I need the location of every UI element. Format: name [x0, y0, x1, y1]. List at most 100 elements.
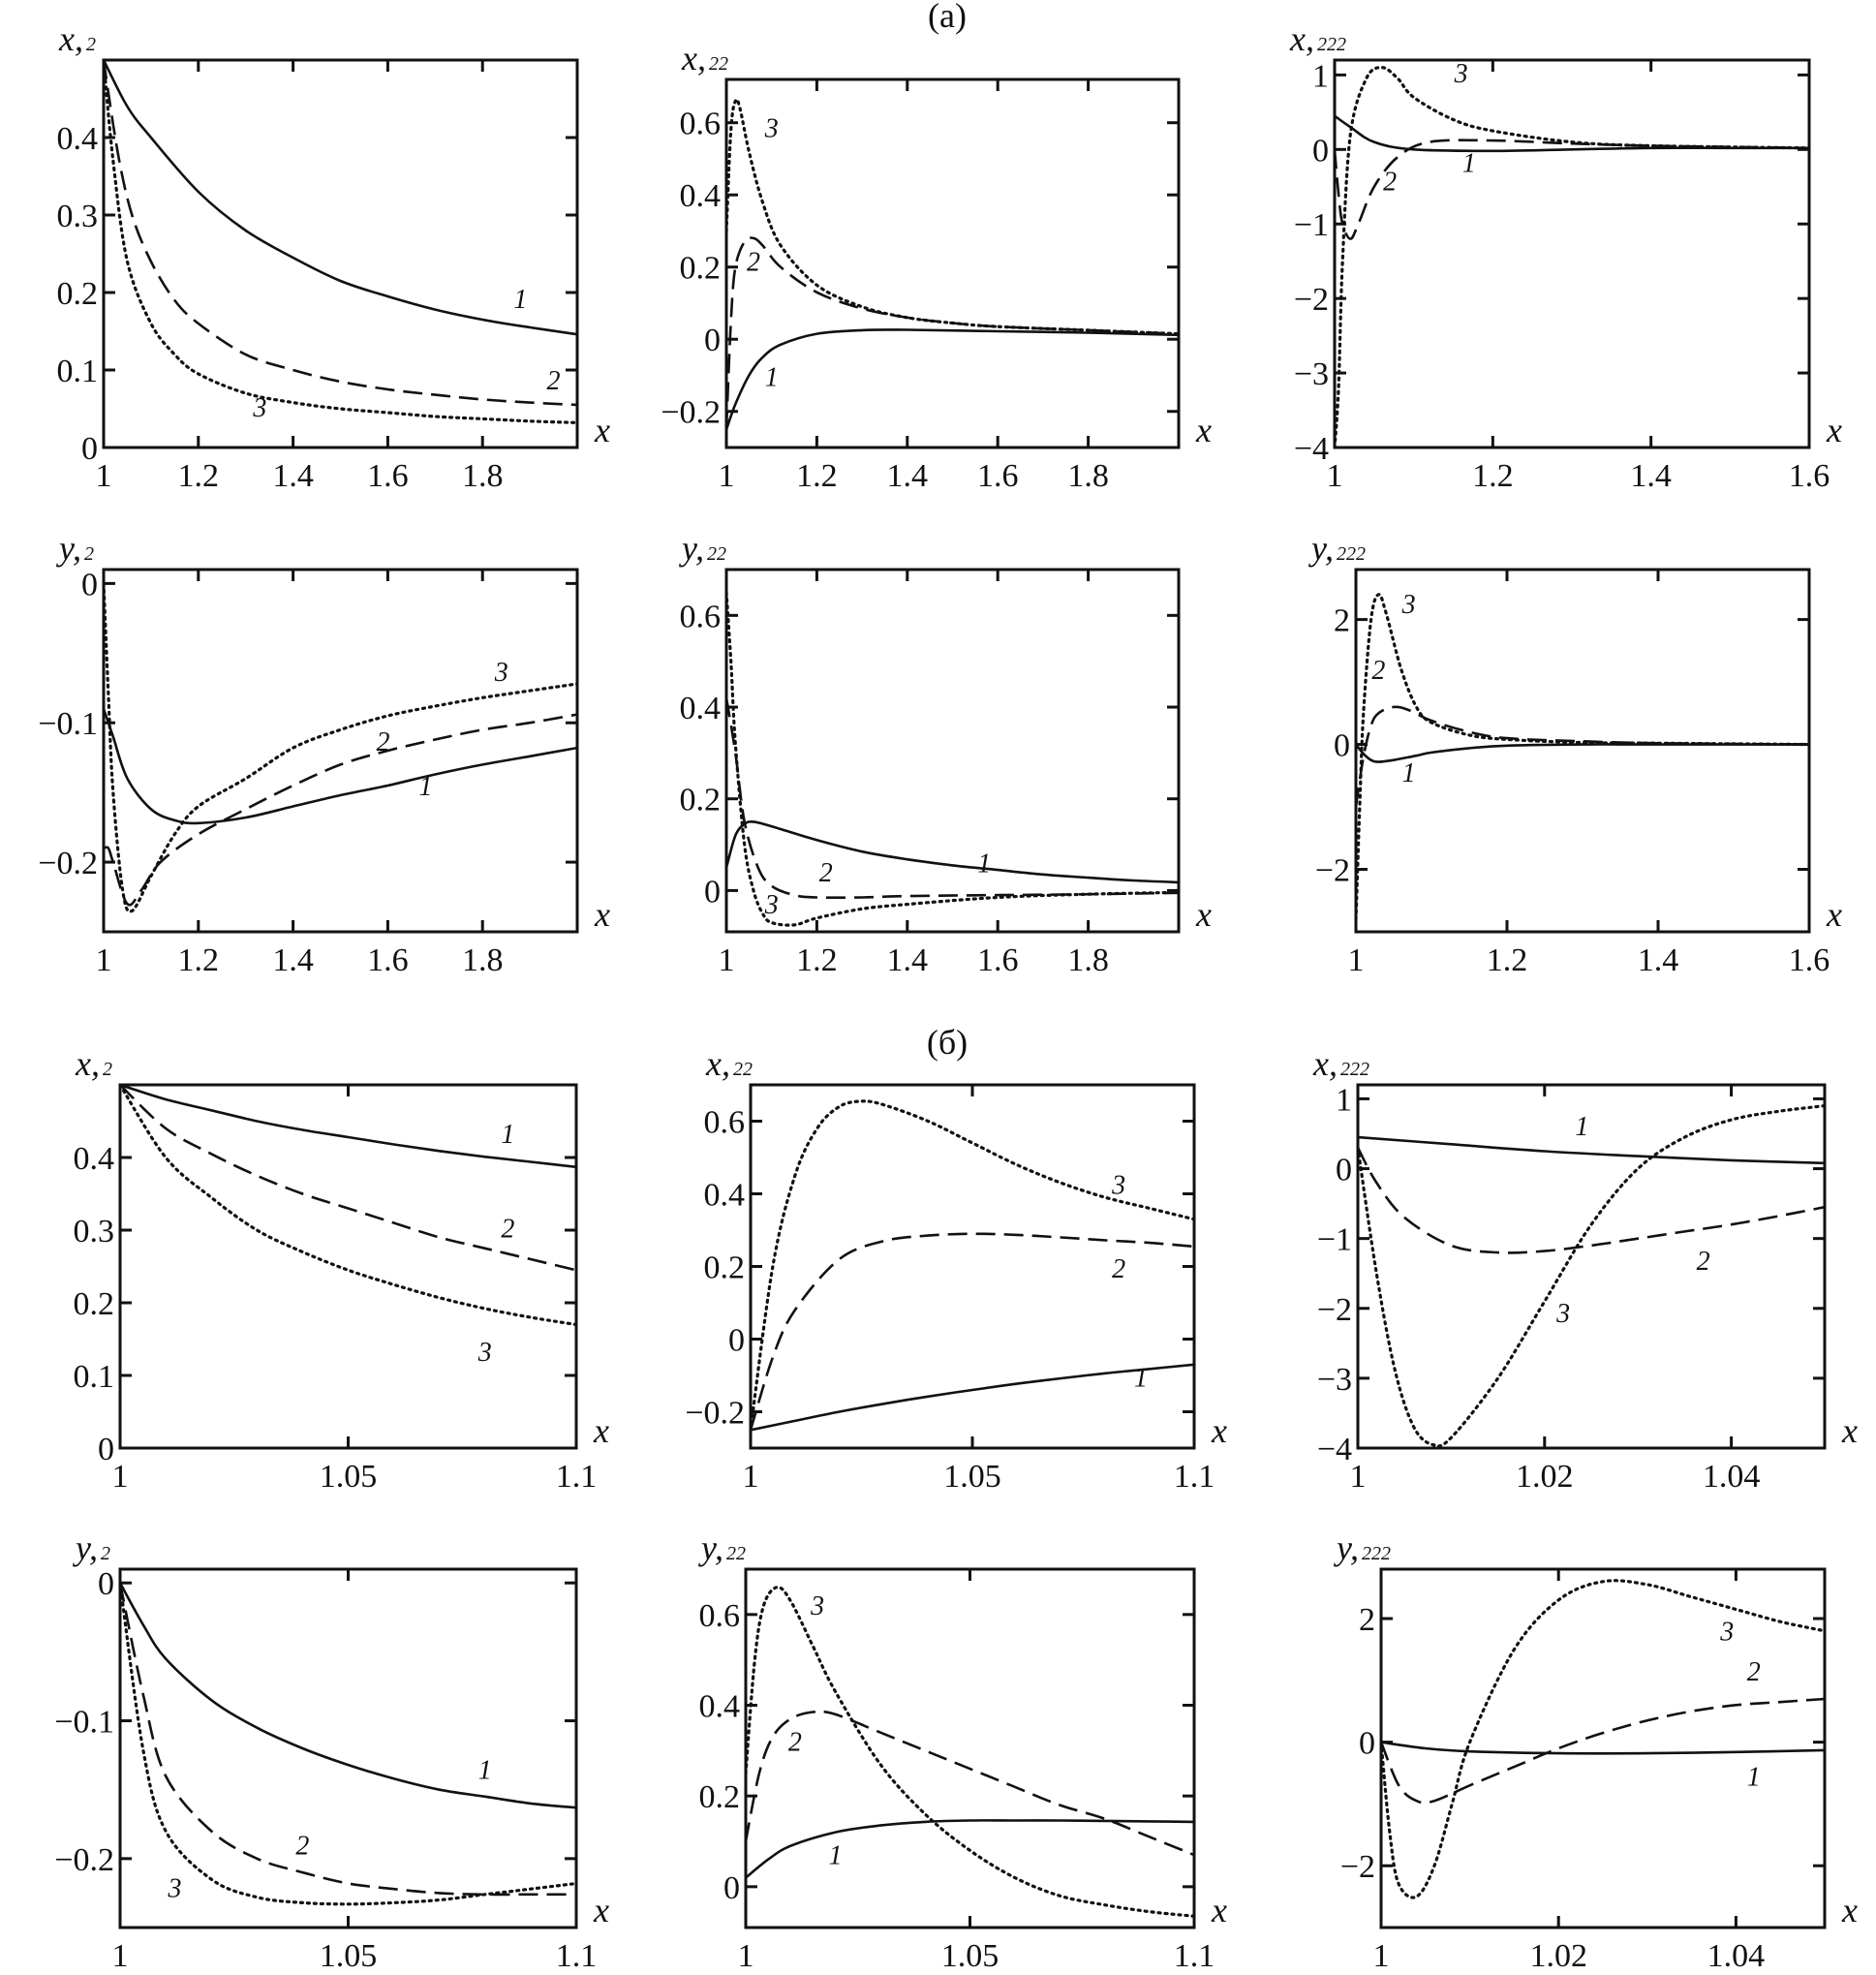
- x-tick-label: 1.2: [1472, 458, 1514, 494]
- x-axis-label: x: [593, 1891, 609, 1929]
- series-3-line: [726, 98, 1179, 336]
- series-1-line: [746, 1819, 1194, 1879]
- series-1-line: [751, 1363, 1194, 1432]
- y-axis-label: y, 222: [1308, 529, 1366, 568]
- plot-frame: [102, 568, 579, 934]
- y-tick-label: 0.4: [74, 1141, 115, 1177]
- x-tick-label: 1.1: [556, 1459, 598, 1495]
- x-tick-label: 1: [743, 1459, 759, 1495]
- y-tick-label: 0: [81, 431, 98, 467]
- y-tick-label: 0: [704, 323, 721, 358]
- series-1-line: [1358, 1135, 1825, 1165]
- series-1-line: [104, 60, 577, 336]
- curve-label-1: 1: [1747, 1762, 1761, 1792]
- x-axis-label: x: [1841, 1891, 1858, 1929]
- series-1-line: [1356, 743, 1809, 763]
- y-tick-label: −0.2: [661, 395, 721, 431]
- panel-b-y22: 1 1.05 1.1 0 0.2 0.4 0.6 y, 22 x 1 2 3: [698, 1528, 1227, 1974]
- y-tick-label: 0.3: [74, 1214, 115, 1250]
- x-axis-label: x: [1195, 411, 1212, 449]
- curve-label-1: 1: [501, 1120, 514, 1150]
- y-tick-label: 1: [1312, 58, 1329, 94]
- y-tick-label: 0.4: [699, 1689, 741, 1725]
- x-tick-label: 1.2: [796, 942, 838, 978]
- curve-label-2: 2: [747, 247, 760, 277]
- series-3-line: [726, 591, 1179, 927]
- curve-label-2: 2: [819, 858, 833, 888]
- x-tick-label: 1: [1348, 942, 1365, 978]
- curve-label-3: 3: [477, 1338, 492, 1368]
- y-tick-label: 0.3: [57, 199, 99, 234]
- y-tick-label: 0.6: [699, 1598, 741, 1634]
- x-tick-label: 1.6: [977, 458, 1019, 494]
- curve-label-2: 2: [501, 1215, 514, 1245]
- y-tick-label: 0: [81, 567, 98, 602]
- curve-label-2: 2: [1697, 1247, 1710, 1277]
- series-2-line: [1335, 139, 1809, 240]
- y-tick-label: −0.2: [54, 1842, 114, 1878]
- series-3-line: [104, 60, 577, 424]
- series-3-line: [1381, 1579, 1825, 1899]
- plot-frame: [118, 1567, 578, 1929]
- y-tick-label: 0.2: [699, 1779, 741, 1815]
- y-tick-label: 0.1: [74, 1359, 115, 1395]
- y-tick-label: −2: [1315, 853, 1350, 889]
- x-tick-label: 1.4: [272, 458, 314, 494]
- y-tick-label: 0: [723, 1870, 740, 1906]
- x-tick-label: 1.8: [462, 458, 504, 494]
- x-tick-label: 1.4: [272, 942, 314, 978]
- x-tick-label: 1: [1327, 458, 1343, 494]
- x-axis-label: x: [1211, 1411, 1227, 1450]
- x-tick-label: 1.6: [1789, 942, 1830, 978]
- x-tick-label: 1.04: [1707, 1938, 1766, 1974]
- curve-label-2: 2: [295, 1832, 309, 1862]
- x-tick-label: 1.1: [1174, 1938, 1215, 1974]
- x-tick-label: 1.2: [1487, 942, 1528, 978]
- x-tick-label: 1.2: [178, 458, 220, 494]
- y-axis-label: y, 2: [56, 529, 94, 568]
- y-tick-label: −3: [1294, 356, 1329, 392]
- x-tick-label: 1.04: [1703, 1459, 1761, 1495]
- y-tick-label: 2: [1359, 1602, 1375, 1638]
- x-axis-label: x: [594, 411, 610, 449]
- x-axis-label: x: [1826, 895, 1842, 934]
- series-2-line: [1381, 1697, 1825, 1805]
- y-axis-label: x, 2: [75, 1044, 112, 1083]
- curve-label-1: 1: [419, 772, 433, 802]
- panel-b-y2: 1 1.05 1.1 −0.2 −0.1 0y, 2 x 1 2 3: [54, 1528, 609, 1974]
- y-tick-label: −2: [1317, 1292, 1352, 1328]
- x-axis-label: x: [1195, 895, 1212, 934]
- y-tick-label: 0.2: [57, 276, 99, 312]
- y-tick-label: −2: [1340, 1849, 1375, 1885]
- curve-label-2: 2: [1383, 168, 1397, 198]
- series-2-line: [120, 1582, 576, 1897]
- series-2-line: [726, 697, 1179, 900]
- x-tick-label: 1.8: [462, 942, 504, 978]
- series-1-line: [726, 328, 1179, 430]
- panel-a-x2: 1 1.2 1.4 1.6 1.8 0 0.1 0.2 0.3 0.4 x, 2 x 1 2 3: [57, 19, 611, 494]
- series-1-line: [726, 819, 1179, 884]
- y-tick-label: 0.2: [680, 251, 722, 287]
- x-tick-label: 1.05: [941, 1938, 1000, 1974]
- curve-label-3: 3: [494, 658, 508, 688]
- curve-label-3: 3: [764, 114, 779, 144]
- x-tick-label: 1.2: [178, 942, 220, 978]
- x-axis-label: x: [1826, 411, 1842, 449]
- y-axis-label: x, 222: [1289, 19, 1346, 58]
- series-1-line: [1335, 114, 1809, 153]
- figure-label-a: (a): [928, 0, 967, 35]
- y-axis-label: y, 22: [679, 529, 726, 568]
- y-tick-label: 2: [1334, 603, 1350, 639]
- y-tick-label: −0.2: [38, 846, 98, 881]
- y-tick-label: 0.2: [680, 783, 722, 818]
- curve-label-1: 1: [478, 1755, 492, 1785]
- plot-frame: [1356, 1083, 1827, 1450]
- plot-frame: [749, 1083, 1196, 1450]
- series-1-line: [1381, 1741, 1825, 1755]
- x-tick-label: 1: [1350, 1459, 1367, 1495]
- curve-label-2: 2: [788, 1727, 802, 1757]
- curve-label-1: 1: [977, 849, 991, 879]
- y-axis-label: y, 22: [698, 1528, 746, 1567]
